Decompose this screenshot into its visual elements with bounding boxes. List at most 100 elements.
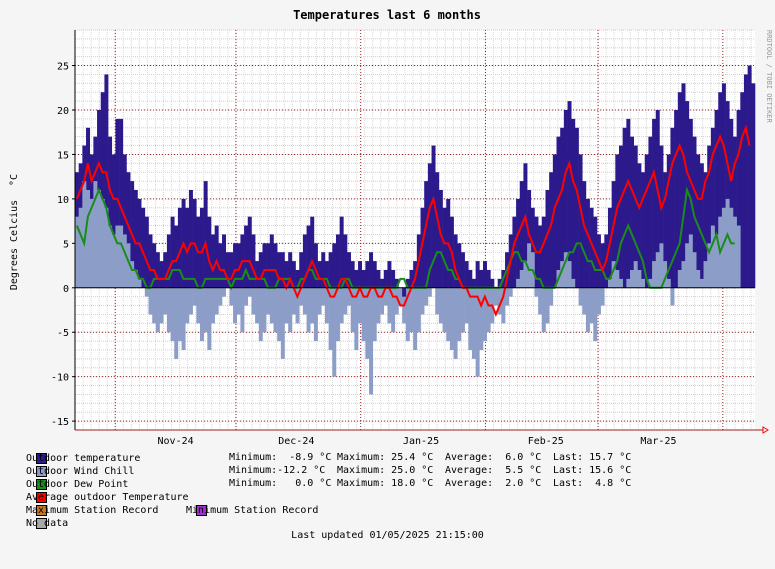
- wind-chill-bar: [295, 287, 300, 324]
- wind-chill-bar: [211, 287, 215, 324]
- temperature-bar: [560, 127, 565, 288]
- wind-chill-bar-overlay: [703, 261, 708, 288]
- temperature-bar: [442, 207, 447, 288]
- wind-chill-bar-overlay: [655, 252, 660, 288]
- temperature-bar: [552, 154, 557, 288]
- wind-chill-bar: [284, 287, 289, 324]
- y-tick-label: 20: [57, 106, 69, 117]
- temperature-bar: [111, 154, 116, 288]
- wind-chill-bar: [479, 287, 484, 350]
- temperature-bar: [394, 278, 399, 288]
- wind-chill-bar: [483, 287, 487, 342]
- temperature-bar: [696, 154, 701, 288]
- x-tick-label: Jan-25: [403, 436, 439, 447]
- temperature-bar: [335, 234, 340, 288]
- dew-point-line: [75, 186, 735, 291]
- wind-chill-bar: [328, 287, 333, 350]
- wind-chill-bar: [332, 287, 337, 377]
- temperature-bar: [714, 110, 719, 288]
- temperature-bar: [273, 243, 278, 288]
- temperature-bar: [350, 261, 355, 288]
- wind-chill-bar-overlay: [89, 198, 94, 288]
- wind-chill-bar: [376, 287, 381, 324]
- wind-chill-bar: [578, 287, 583, 306]
- temperature-bar: [747, 65, 752, 288]
- temperature-bar: [258, 252, 263, 288]
- legend-label: Outdoor Wind Chill: [26, 466, 135, 477]
- wind-chill-bar: [247, 287, 252, 297]
- wind-chill-bar-overlay: [75, 216, 79, 288]
- wind-chill-bar: [589, 287, 594, 324]
- temperature-bar: [438, 190, 443, 288]
- temperature-bar: [453, 234, 458, 288]
- wind-chill-bar-overlay: [104, 207, 109, 288]
- wind-chill-bar: [177, 287, 182, 342]
- wind-chill-bar-overlay: [637, 270, 642, 288]
- temperature-bar: [633, 145, 638, 288]
- wind-chill-bar: [166, 287, 171, 333]
- legend-swatch: [196, 505, 208, 516]
- wind-chill-bar-overlay: [663, 261, 668, 288]
- wind-chill-bar: [361, 287, 366, 342]
- wind-chill-bar: [582, 287, 587, 315]
- wind-chill-bar-overlay: [93, 181, 98, 288]
- temperature-bar: [751, 83, 756, 288]
- wind-chill-bar: [453, 287, 458, 359]
- temperature-bar: [354, 270, 359, 288]
- temperature-bar: [743, 74, 748, 288]
- temperature-bar: [188, 190, 193, 288]
- temperature-bar: [321, 252, 326, 288]
- stat-wind-avg: Average: 5.5 °C: [445, 465, 542, 476]
- temperature-bar: [152, 243, 157, 288]
- wind-chill-bar-overlay: [523, 261, 528, 288]
- temperature-bar: [670, 127, 675, 288]
- temperature-bar: [460, 252, 465, 288]
- temperature-bar: [247, 216, 252, 288]
- temperature-bar: [674, 110, 679, 288]
- line-series: [75, 124, 751, 318]
- temperature-bar: [530, 207, 535, 288]
- wind-chill-bar-overlay: [652, 261, 657, 288]
- temperature-bar: [229, 252, 234, 288]
- wind-chill-bar: [152, 287, 157, 324]
- wind-chill-bar: [218, 287, 223, 306]
- temperature-bar: [185, 207, 190, 288]
- temperature-bar: [420, 207, 425, 288]
- wind-chill-bar-overlay: [126, 243, 131, 288]
- wind-chill-bar: [442, 287, 447, 333]
- legend-label: No data: [26, 518, 69, 529]
- wind-chill-bar-overlay: [97, 190, 102, 288]
- wind-chill-bar: [464, 287, 469, 324]
- temperature-bar: [479, 270, 484, 288]
- temperature-bar: [637, 163, 642, 288]
- wind-chill-bar: [350, 287, 355, 333]
- temperature-bar: [626, 118, 631, 288]
- wind-chill-bar: [192, 287, 197, 306]
- temperature-bar: [244, 225, 249, 288]
- legend-swatch: [36, 466, 48, 477]
- wind-chill-bar-overlay: [714, 234, 719, 288]
- wind-chill-bar-overlay: [611, 261, 616, 288]
- wind-chill-bar: [310, 287, 315, 324]
- temperature-bar: [545, 190, 550, 288]
- legend-swatch: [36, 492, 48, 503]
- wind-chill-bar: [383, 287, 388, 306]
- wind-chill-bar: [251, 287, 256, 315]
- wind-chill-bar: [222, 287, 227, 297]
- temperature-bar: [402, 287, 407, 297]
- chart-title: Temperatures last 6 months: [293, 8, 481, 22]
- wind-chill-bar: [391, 287, 396, 333]
- outdoor-temperature-series: [75, 65, 756, 297]
- wind-chill-bar: [188, 287, 193, 315]
- wind-chill-bar: [541, 287, 546, 333]
- legend-label: Outdoor Dew Point: [26, 479, 129, 490]
- wind-chill-bar-overlay: [685, 243, 690, 288]
- y-tick-label: -5: [57, 328, 69, 339]
- wind-chill-bar-overlay: [86, 190, 91, 288]
- temperature-bar: [519, 181, 524, 288]
- wind-chill-bar-overlay: [119, 225, 124, 288]
- temperature-bar: [663, 172, 668, 288]
- temperature-bar: [574, 127, 579, 288]
- wind-chill-bar: [203, 287, 208, 333]
- temperature-bar: [427, 163, 432, 288]
